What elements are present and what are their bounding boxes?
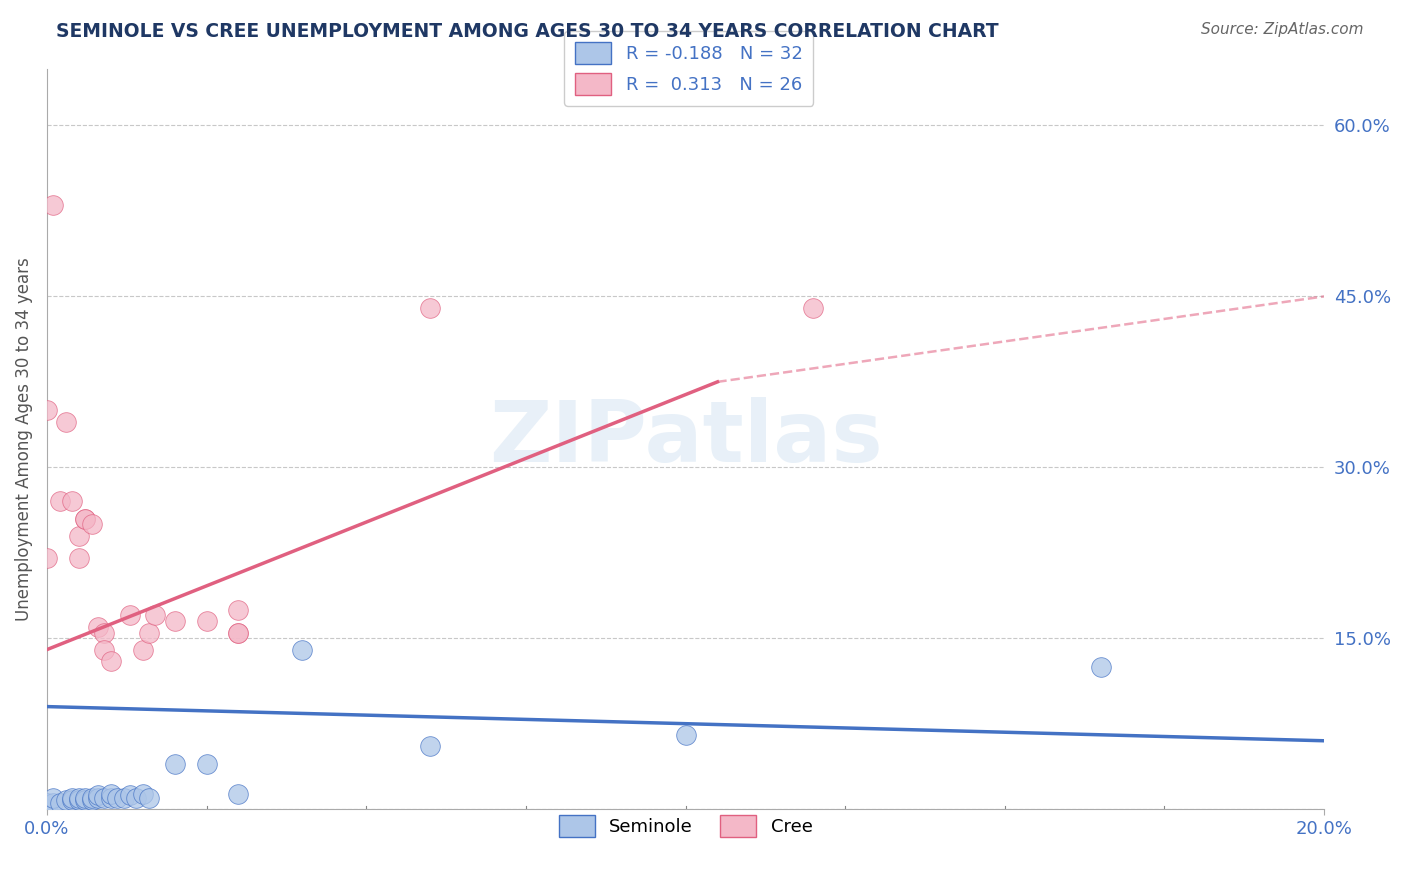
Point	[419, 301, 441, 315]
Point	[100, 790, 122, 805]
Point	[75, 511, 97, 525]
Point	[80, 790, 103, 805]
Point	[195, 756, 218, 771]
Point	[67, 529, 90, 543]
Point	[163, 756, 186, 771]
Point	[100, 654, 122, 668]
Point	[145, 608, 167, 623]
Point	[228, 787, 250, 801]
Point	[42, 797, 65, 811]
Point	[35, 802, 58, 816]
Point	[228, 625, 250, 640]
Point	[35, 403, 58, 417]
Point	[75, 790, 97, 805]
Point	[42, 790, 65, 805]
Point	[62, 793, 84, 807]
Point	[163, 614, 186, 628]
Y-axis label: Unemployment Among Ages 30 to 34 years: Unemployment Among Ages 30 to 34 years	[15, 257, 32, 621]
Point	[80, 793, 103, 807]
Text: SEMINOLE VS CREE UNEMPLOYMENT AMONG AGES 30 TO 34 YEARS CORRELATION CHART: SEMINOLE VS CREE UNEMPLOYMENT AMONG AGES…	[56, 22, 998, 41]
Point	[48, 797, 70, 811]
Point	[100, 787, 122, 801]
Point	[118, 789, 141, 803]
Point	[75, 793, 97, 807]
Point	[1090, 659, 1112, 673]
Point	[67, 551, 90, 566]
Point	[35, 551, 58, 566]
Point	[67, 790, 90, 805]
Point	[112, 790, 135, 805]
Point	[228, 603, 250, 617]
Point	[93, 625, 115, 640]
Point	[125, 790, 148, 805]
Point	[55, 415, 77, 429]
Point	[93, 642, 115, 657]
Point	[75, 511, 97, 525]
Point	[228, 625, 250, 640]
Legend: Seminole, Cree: Seminole, Cree	[551, 808, 820, 845]
Point	[105, 790, 128, 805]
Point	[62, 790, 84, 805]
Point	[62, 494, 84, 508]
Point	[48, 494, 70, 508]
Point	[42, 198, 65, 212]
Text: Source: ZipAtlas.com: Source: ZipAtlas.com	[1201, 22, 1364, 37]
Point	[118, 608, 141, 623]
Point	[87, 790, 110, 805]
Point	[675, 728, 697, 742]
Point	[801, 301, 824, 315]
Point	[419, 739, 441, 754]
Text: ZIPatlas: ZIPatlas	[489, 397, 883, 480]
Point	[80, 517, 103, 532]
Point	[138, 790, 160, 805]
Point	[131, 642, 153, 657]
Point	[87, 789, 110, 803]
Point	[87, 620, 110, 634]
Point	[55, 793, 77, 807]
Point	[131, 787, 153, 801]
Point	[93, 790, 115, 805]
Point	[291, 642, 314, 657]
Point	[67, 793, 90, 807]
Point	[35, 797, 58, 811]
Point	[195, 614, 218, 628]
Point	[138, 625, 160, 640]
